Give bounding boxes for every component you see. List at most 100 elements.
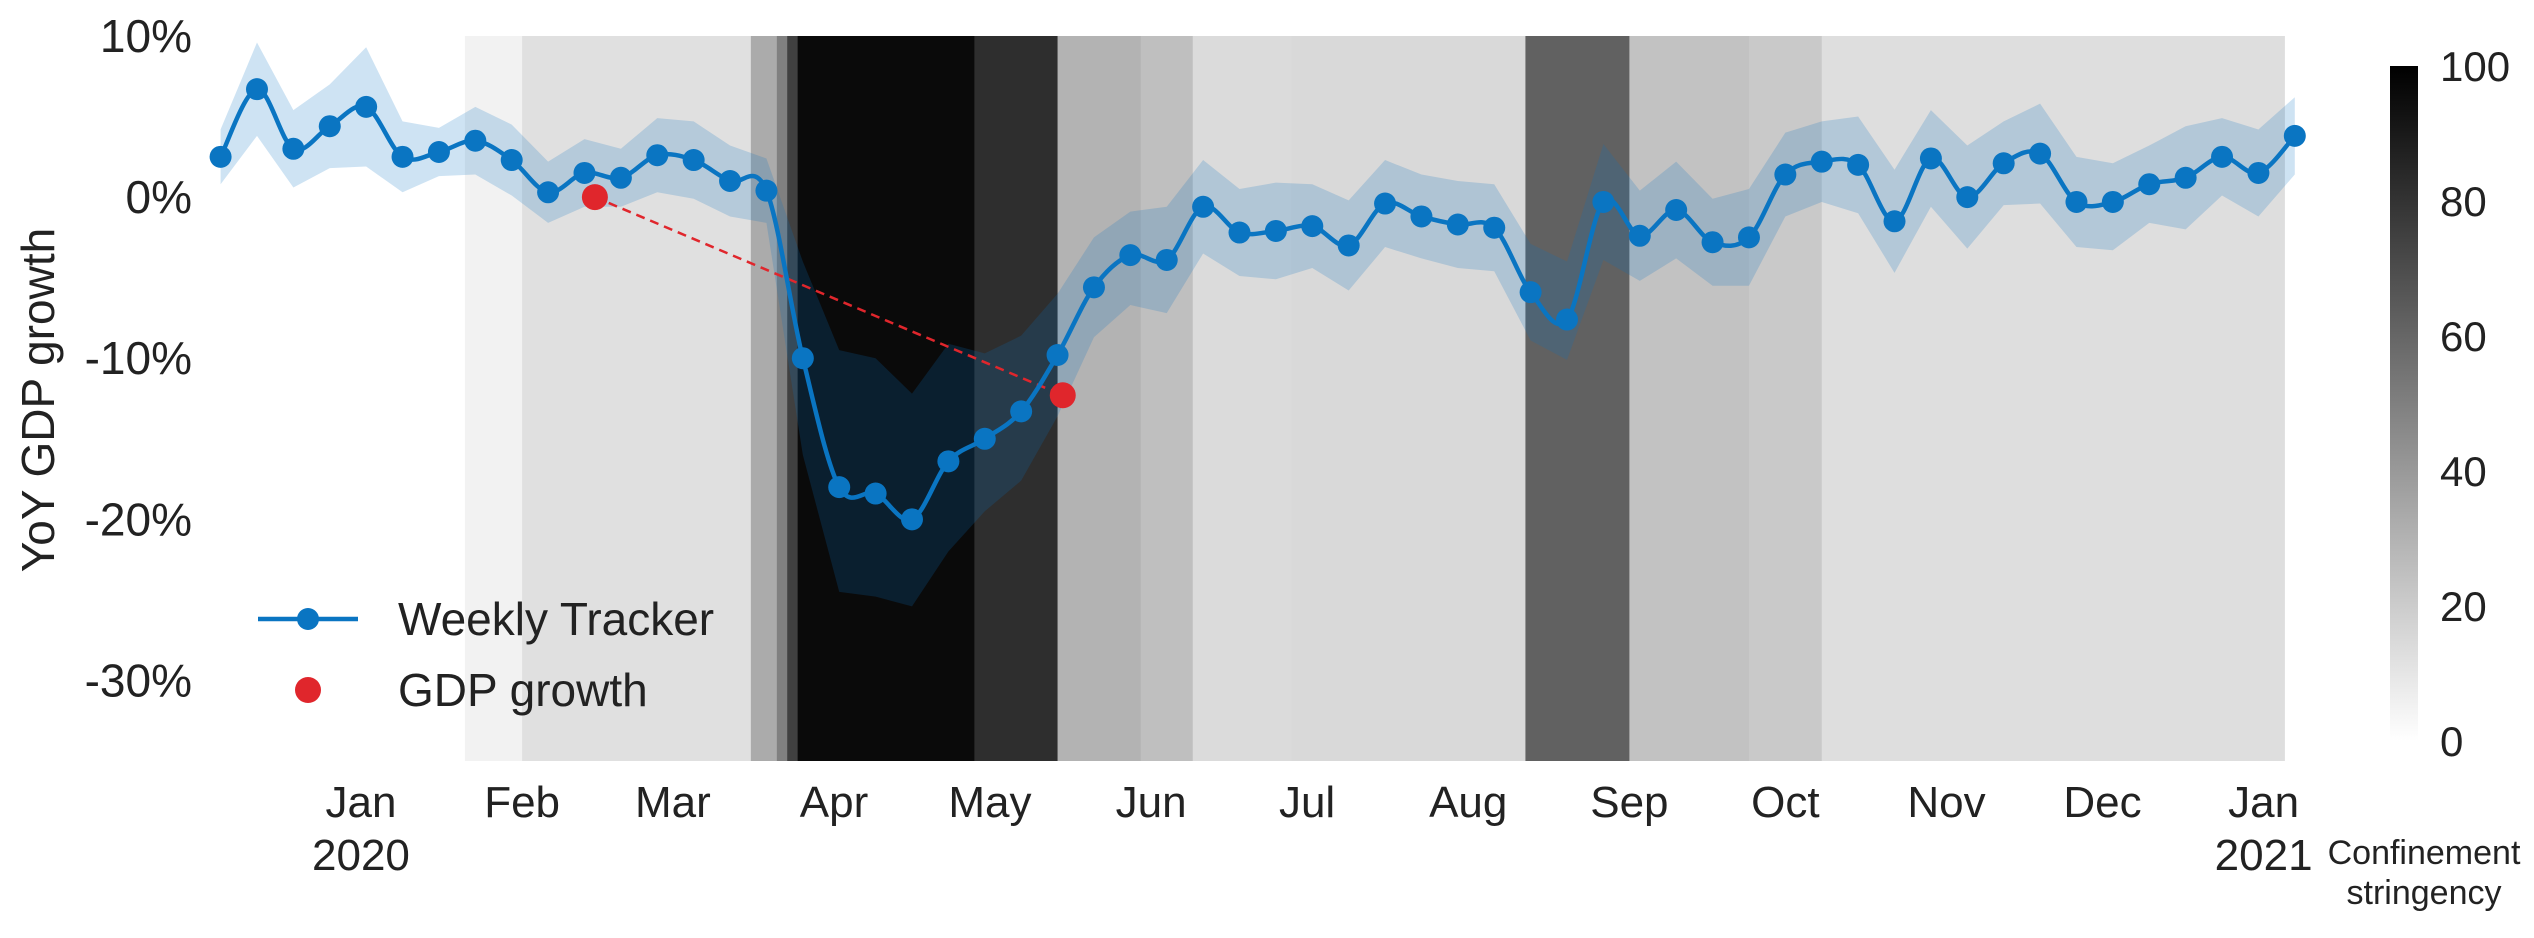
gdp-growth-line [594, 195, 1064, 397]
weekly-tracker-point [1592, 190, 1615, 213]
weekly-tracker-point [1374, 192, 1397, 215]
stringency-band [1140, 36, 1194, 761]
stringency-band [1748, 36, 1823, 761]
weekly-tracker-point [1410, 205, 1433, 228]
legend-tracker-label: Weekly Tracker [398, 593, 714, 645]
weekly-tracker-point [1556, 308, 1579, 331]
stringency-band [787, 36, 799, 761]
weekly-tracker-point [318, 115, 341, 138]
weekly-tracker-point [1519, 281, 1542, 304]
weekly-tracker-point [355, 95, 378, 118]
colorbar-tick-label: 80 [2440, 178, 2487, 225]
x-tick-label: Jul [1279, 778, 1335, 827]
weekly-tracker-point [646, 144, 669, 167]
weekly-tracker-point [500, 149, 523, 172]
y-tick-label: 0% [126, 171, 192, 223]
stringency-band [1192, 36, 1292, 761]
colorbar-label-line2: stringency [2347, 874, 2502, 912]
gdp-growth-point [1049, 382, 1076, 409]
weekly-tracker-point [828, 476, 851, 499]
x-tick-label: Oct [1751, 778, 1819, 827]
x-tick-label: Jan [2228, 778, 2299, 827]
weekly-tracker-point [1337, 234, 1360, 257]
y-axis: 10% 0% -10% -20% -30% [85, 10, 192, 706]
colorbar-tick-label: 60 [2440, 313, 2487, 360]
weekly-tracker-point [719, 170, 742, 192]
weekly-tracker-point [1701, 231, 1724, 254]
weekly-tracker-point [973, 427, 996, 450]
stringency-bands [464, 36, 2285, 761]
y-tick-label: -20% [85, 493, 192, 545]
stringency-band [797, 36, 975, 761]
weekly-tracker-point [427, 141, 450, 163]
weekly-tracker-point [1483, 216, 1506, 239]
gdp-growth-point [581, 184, 608, 211]
y-tick-label: 10% [100, 10, 192, 62]
weekly-tracker-point [1119, 244, 1142, 267]
weekly-tracker-point [1192, 195, 1215, 218]
weekly-tracker-point [1046, 344, 1069, 366]
weekly-tracker-point [1155, 248, 1178, 271]
x-tick-label: Jun [1116, 778, 1187, 827]
colorbar-tick-label: 40 [2440, 448, 2487, 495]
y-axis-label: YoY GDP growth [12, 228, 64, 572]
colorbar-gradient [2390, 66, 2418, 741]
legend-tracker-marker [297, 608, 319, 630]
weekly-tracker-point [245, 78, 268, 101]
weekly-tracker-point [282, 137, 305, 160]
y-tick-label: -30% [85, 654, 192, 706]
colorbar-tick-label: 20 [2440, 583, 2487, 630]
x-tick-label: Nov [1907, 778, 1985, 827]
weekly-tracker-point [1301, 215, 1324, 238]
stringency-band [1821, 36, 2285, 761]
weekly-tracker-point [2211, 145, 2234, 168]
stringency-band [1291, 36, 1526, 761]
weekly-tracker-point [391, 145, 414, 168]
stringency-band [776, 36, 788, 761]
stringency-band [974, 36, 1059, 761]
legend-gdp-label: GDP growth [398, 664, 648, 716]
colorbar-tick-label: 0 [2440, 718, 2463, 765]
x-tick-label: Aug [1429, 778, 1507, 827]
weekly-tracker-point [1628, 224, 1651, 247]
weekly-tracker-point [609, 166, 632, 189]
weekly-tracker-point [1737, 226, 1760, 249]
x-tick-label: Sep [1590, 778, 1668, 827]
weekly-tracker-point [1774, 163, 1797, 186]
series-points [209, 78, 2306, 531]
weekly-tracker-point [1228, 221, 1251, 244]
weekly-tracker-point [1992, 152, 2015, 175]
weekly-tracker-point [2138, 173, 2161, 196]
x-tick-label: Mar [635, 778, 711, 827]
weekly-tracker-point [2283, 124, 2306, 147]
weekly-tracker-point [1883, 210, 1906, 233]
legend-gdp-marker [295, 677, 321, 703]
weekly-tracker-point [2029, 142, 2052, 165]
weekly-tracker-point [537, 181, 560, 204]
weekly-tracker-point [1082, 276, 1105, 299]
weekly-tracker-point [573, 161, 596, 184]
weekly-tracker-point [1810, 150, 1833, 173]
weekly-tracker-point [1264, 219, 1287, 242]
y-tick-label: -10% [85, 332, 192, 384]
weekly-tracker-point [1446, 213, 1469, 236]
weekly-tracker-point [1847, 153, 1870, 176]
x-tick-label: May [948, 778, 1031, 827]
colorbar-tick-label: 100 [2440, 43, 2510, 90]
x-tick-label: Apr [800, 778, 868, 827]
weekly-tracker-point [464, 129, 487, 152]
stringency-band [1629, 36, 1750, 761]
weekly-tracker-point [2247, 161, 2270, 184]
weekly-tracker-point [755, 179, 778, 202]
stringency-band [750, 36, 778, 761]
legend: Weekly Tracker GDP growth [258, 593, 714, 716]
weekly-tracker-point [682, 149, 705, 172]
weekly-tracker-point [791, 347, 814, 370]
weekly-tracker-point [1919, 147, 1942, 170]
weekly-tracker-point [1010, 400, 1033, 423]
x-tick-year-label: 2020 [312, 831, 410, 880]
